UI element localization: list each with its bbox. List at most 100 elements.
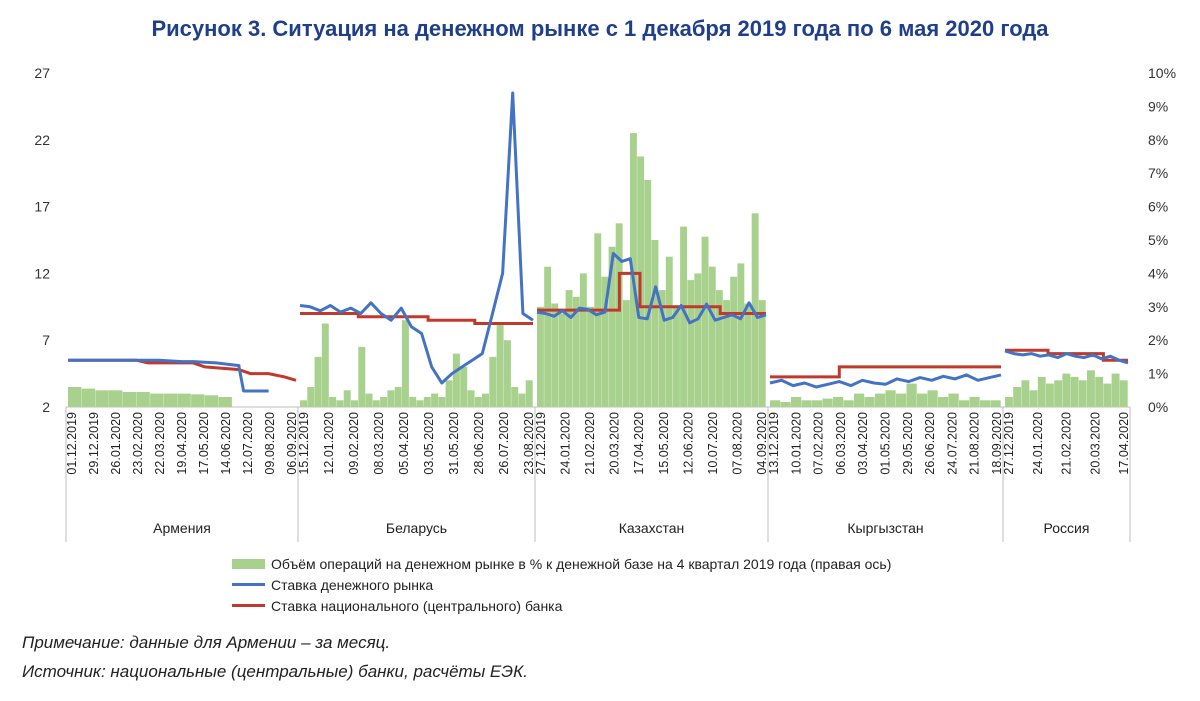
volume-bar bbox=[615, 223, 623, 407]
volume-bar bbox=[544, 266, 552, 407]
volume-bar bbox=[1037, 376, 1046, 407]
volume-bar bbox=[723, 300, 730, 407]
volume-bar bbox=[917, 393, 928, 407]
volume-bar bbox=[708, 266, 716, 407]
x-tick-label: 03.05.2020 bbox=[422, 412, 436, 475]
right-axis-tick-label: 0% bbox=[1148, 399, 1168, 415]
x-tick-label: 07.02.2020 bbox=[812, 412, 826, 475]
volume-bar bbox=[601, 276, 609, 407]
volume-bar bbox=[885, 390, 896, 407]
volume-bar bbox=[812, 400, 823, 407]
volume-bar bbox=[321, 323, 329, 407]
volume-bar bbox=[587, 306, 594, 407]
market-rate-swatch bbox=[232, 583, 265, 586]
x-tick-label: 10.01.2020 bbox=[789, 412, 803, 475]
left-axis-tick-label: 7 bbox=[42, 332, 50, 348]
x-tick-label: 23.02.2020 bbox=[131, 412, 145, 475]
volume-bar bbox=[511, 387, 519, 407]
volume-bar bbox=[990, 400, 1001, 407]
volume-bar bbox=[906, 383, 917, 407]
x-tick-label: 27.12.2019 bbox=[534, 412, 548, 475]
market-rate-line bbox=[536, 251, 767, 325]
volume-bar bbox=[503, 340, 511, 407]
x-tick-label: 31.05.2020 bbox=[447, 412, 461, 475]
left-axis-tick-label: 2 bbox=[42, 399, 50, 415]
volume-bar bbox=[452, 353, 460, 407]
volume-bar bbox=[409, 397, 417, 407]
volume-bar bbox=[1111, 373, 1120, 407]
volume-bar bbox=[791, 397, 802, 407]
volume-bar bbox=[537, 306, 544, 407]
volume-bar bbox=[651, 240, 659, 407]
x-tick-label: 09.02.2020 bbox=[347, 412, 361, 475]
volume-bar bbox=[218, 397, 232, 407]
volume-bar bbox=[68, 387, 82, 407]
x-tick-label: 20.03.2020 bbox=[1088, 412, 1102, 475]
volume-bar bbox=[854, 393, 865, 407]
legend-label-market-rate: Ставка денежного рынка bbox=[271, 576, 434, 593]
right-axis-tick-label: 9% bbox=[1148, 98, 1168, 114]
volume-bar bbox=[438, 397, 446, 407]
x-tick-label: 12.06.2020 bbox=[681, 412, 695, 475]
volume-bar bbox=[822, 398, 833, 407]
volume-bar bbox=[715, 290, 723, 407]
note-text: Примечание: данные для Армении – за меся… bbox=[22, 633, 391, 652]
money-market-chart: 27121722270%1%2%3%4%5%6%7%8%9%10%01.12.2… bbox=[34, 65, 1176, 542]
chart-title: Рисунок 3. Ситуация на денежном рынке с … bbox=[151, 16, 1049, 41]
left-axis-tick-label: 12 bbox=[34, 265, 50, 281]
country-label: Россия bbox=[1044, 520, 1090, 536]
volume-bar bbox=[365, 393, 373, 407]
volume-bar bbox=[980, 400, 991, 407]
volume-bar bbox=[307, 387, 315, 407]
volume-bar bbox=[572, 296, 580, 407]
x-tick-label: 21.02.2020 bbox=[583, 412, 597, 475]
volume-bar bbox=[489, 356, 497, 407]
x-tick-label: 07.08.2020 bbox=[730, 412, 744, 475]
policy-rate-swatch bbox=[232, 604, 265, 607]
policy-rate-line bbox=[300, 312, 533, 325]
x-tick-label: 04.09.2020 bbox=[755, 412, 769, 475]
country-label: Казахстан bbox=[619, 520, 685, 536]
policy-rate-line bbox=[537, 271, 766, 315]
x-tick-label: 17.05.2020 bbox=[197, 412, 211, 475]
volume-bar bbox=[467, 390, 475, 407]
x-tick-label: 06.03.2020 bbox=[834, 412, 848, 475]
volume-bar bbox=[594, 233, 602, 407]
volume-bar bbox=[780, 402, 791, 407]
volume-bar bbox=[525, 380, 533, 407]
volume-bar bbox=[1046, 383, 1054, 407]
volume-bar bbox=[622, 300, 630, 407]
volume-bar bbox=[1013, 387, 1022, 407]
volume-bar bbox=[431, 393, 439, 407]
x-tick-label: 15.12.2019 bbox=[297, 412, 311, 475]
volume-bar bbox=[864, 397, 875, 407]
volume-bar bbox=[351, 400, 358, 407]
x-tick-label: 28.06.2020 bbox=[472, 412, 486, 475]
volume-bar bbox=[875, 393, 886, 407]
right-axis-tick-label: 1% bbox=[1148, 366, 1168, 382]
x-tick-label: 08.03.2020 bbox=[372, 412, 386, 475]
volume-bar bbox=[737, 263, 745, 407]
volume-bar bbox=[474, 397, 482, 407]
volume-bar bbox=[896, 393, 907, 407]
volume-bar bbox=[579, 273, 587, 407]
volume-bar bbox=[565, 290, 573, 407]
market-rate-line bbox=[299, 91, 534, 385]
volume-bar bbox=[644, 179, 652, 407]
volume-bar bbox=[496, 323, 504, 407]
volume-bar bbox=[300, 400, 307, 407]
volume-bar bbox=[770, 400, 781, 407]
volume-bar bbox=[372, 400, 380, 407]
x-tick-label: 21.08.2020 bbox=[968, 412, 982, 475]
right-axis-tick-label: 2% bbox=[1148, 332, 1168, 348]
market-rate-line bbox=[68, 358, 269, 393]
volume-bar bbox=[1021, 380, 1030, 407]
x-tick-label: 29.05.2020 bbox=[901, 412, 915, 475]
volume-bar bbox=[394, 387, 402, 407]
legend-item-policy-rate: Ставка национального (центрального) банк… bbox=[232, 595, 891, 616]
volume-bar bbox=[658, 290, 666, 407]
volume-bar bbox=[336, 400, 344, 407]
x-tick-label: 12.07.2020 bbox=[241, 412, 255, 475]
volume-bar bbox=[204, 395, 219, 407]
x-tick-label: 03.04.2020 bbox=[856, 412, 870, 475]
